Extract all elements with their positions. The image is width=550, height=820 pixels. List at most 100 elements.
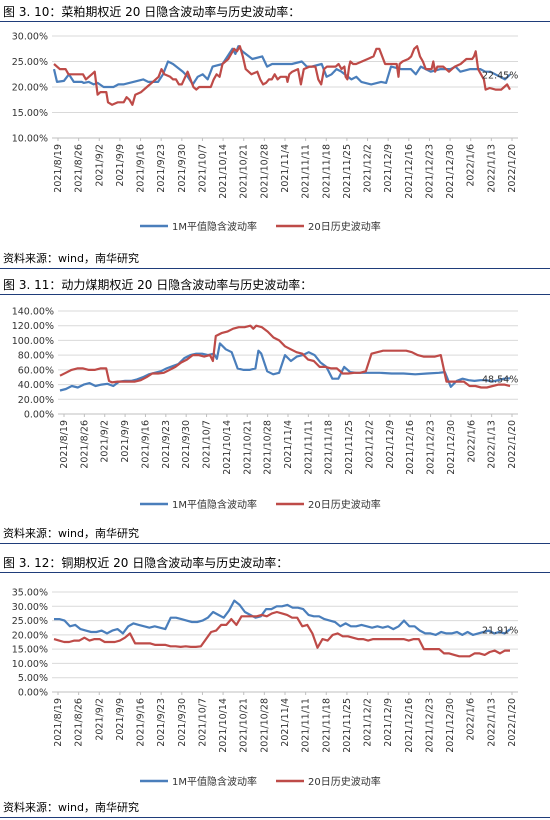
y-tick-label: 30.00% [12, 602, 48, 613]
x-tick-label: 2021/12/23 [424, 698, 435, 753]
x-tick-label: 2021/9/16 [136, 698, 147, 747]
x-tick-label: 2021/8/19 [53, 144, 64, 193]
x-tick-label: 2021/11/18 [324, 420, 335, 475]
series-implied-vol-line [54, 599, 511, 636]
x-tick-label: 2021/9/16 [140, 420, 151, 469]
x-tick-label: 2021/12/30 [445, 698, 456, 753]
x-tick-label: 2021/8/26 [79, 420, 90, 469]
x-tick-label: 2021/9/23 [161, 420, 172, 469]
y-tick-label: 30.00% [12, 32, 48, 43]
source-note-2: 资料来源：wind，南华研究 [0, 524, 550, 544]
source-note-1: 资料来源：wind，南华研究 [0, 249, 550, 269]
x-tick-label: 2021/11/11 [303, 420, 314, 475]
x-tick-label: 2021/9/23 [156, 144, 167, 193]
chart-2-thermal-coal-volatility: 0.00% 20.00% 40.00% 60.00% 80.00% 100.00% 120.… [12, 307, 519, 512]
x-tick-label: 2021/12/16 [404, 698, 415, 753]
x-tick-label: 2021/9/30 [177, 144, 188, 193]
x-tick-label: 2022/1/20 [507, 420, 518, 469]
y-tick-label: 15.00% [12, 645, 48, 656]
x-tick-label: 2021/8/19 [59, 420, 70, 469]
x-tick-label: 2021/10/28 [259, 698, 270, 753]
y-tick-label: 140.00% [12, 307, 54, 318]
y-tick-label: 35.00% [12, 588, 48, 599]
x-tick-label: 2021/12/9 [383, 144, 394, 193]
figure-title-2: 图 3. 11：动力煤期权近 20 日隐含波动率与历史波动率： [0, 275, 550, 295]
series-historical-vol-line [53, 45, 511, 106]
y-tick-label: 20.00% [12, 630, 48, 641]
x-tick-label: 2021/9/30 [177, 698, 188, 747]
x-tick-label: 2021/11/4 [280, 698, 291, 747]
legend-label-implied: 1M平值隐含波动率 [172, 775, 257, 788]
x-tick-label: 2021/9/23 [156, 698, 167, 747]
x-tick-label: 2021/12/2 [363, 144, 374, 193]
y-tick-label: 120.00% [12, 321, 54, 332]
x-tick-label: 2022/1/13 [486, 144, 497, 193]
y-tick-label: 40.00% [18, 380, 54, 391]
x-tick-label: 2021/8/26 [74, 144, 85, 193]
x-tick-label: 2021/12/16 [404, 144, 415, 199]
x-tick-label: 2021/9/2 [100, 420, 111, 463]
x-tick-label: 2022/1/13 [487, 420, 498, 469]
legend-label-historical: 20日历史波动率 [308, 498, 381, 511]
last-value-label: 48.54% [482, 374, 518, 385]
x-tick-label: 2021/8/26 [74, 698, 85, 747]
x-tick-label: 2022/1/6 [466, 144, 477, 187]
y-tick-label: 5.00% [18, 673, 48, 684]
legend-label-implied: 1M平值隐含波动率 [172, 498, 257, 511]
x-tick-label: 2021/12/2 [364, 420, 375, 469]
legend-label-historical: 20日历史波动率 [308, 775, 381, 788]
x-tick-label: 2022/1/20 [507, 698, 518, 747]
y-tick-label: 25.00% [12, 57, 48, 68]
x-tick-label: 2021/10/7 [197, 144, 208, 193]
figure-title-3: 图 3. 12：铜期权近 20 日隐含波动率与历史波动率： [0, 553, 550, 573]
x-tick-label: 2021/11/25 [342, 698, 353, 753]
y-tick-label: 10.00% [12, 134, 48, 145]
series-implied-vol-line [52, 45, 511, 89]
x-tick-label: 2021/10/14 [218, 698, 229, 753]
y-tick-label: 0.00% [18, 688, 48, 699]
x-tick-label: 2021/10/14 [222, 420, 233, 475]
x-tick-label: 2022/1/6 [466, 420, 477, 463]
x-tick-label: 2021/11/4 [280, 144, 291, 193]
x-tick-label: 2021/11/11 [301, 144, 312, 199]
chart-1-rapeseed-meal-volatility: 10.00% 15.00% 20.00% 25.00% 30.00% 2021/8/19 2… [12, 32, 518, 234]
x-tick-label: 2021/12/23 [424, 144, 435, 199]
x-tick-label: 2021/12/30 [445, 144, 456, 199]
y-tick-label: 15.00% [12, 108, 48, 119]
x-tick-label: 2021/10/28 [263, 420, 274, 475]
x-tick-label: 2021/10/21 [242, 420, 253, 475]
x-tick-label: 2021/9/30 [181, 420, 192, 469]
x-tick-label: 2021/11/4 [283, 420, 294, 469]
x-tick-label: 2021/12/9 [383, 698, 394, 747]
last-value-label: 21.91% [482, 625, 518, 636]
legend-label-historical: 20日历史波动率 [308, 220, 381, 233]
x-tick-label: 2021/12/2 [363, 698, 374, 747]
x-tick-label: 2021/10/21 [239, 698, 250, 753]
y-tick-label: 100.00% [12, 336, 54, 347]
x-tick-label: 2022/1/13 [486, 698, 497, 747]
x-tick-label: 2021/12/9 [385, 420, 396, 469]
x-tick-label: 2021/11/25 [342, 144, 353, 199]
x-tick-label: 2021/10/14 [218, 144, 229, 199]
y-tick-label: 25.00% [12, 616, 48, 627]
x-tick-label: 2021/12/23 [426, 420, 437, 475]
y-tick-label: 0.00% [24, 410, 54, 421]
x-tick-label: 2021/9/16 [136, 144, 147, 193]
x-tick-label: 2021/11/25 [344, 420, 355, 475]
x-tick-label: 2021/8/19 [53, 698, 64, 747]
x-tick-label: 2022/1/6 [466, 698, 477, 741]
x-tick-label: 2021/9/2 [94, 144, 105, 187]
x-tick-label: 2021/12/16 [405, 420, 416, 475]
x-tick-label: 2021/10/7 [197, 698, 208, 747]
x-tick-label: 2021/9/9 [115, 698, 126, 741]
y-tick-label: 60.00% [18, 365, 54, 376]
chart-3-copper-volatility: 0.00% 5.00% 10.00% 15.00% 20.00% 25.00% 30.00%… [12, 588, 518, 789]
x-tick-label: 2021/12/30 [446, 420, 457, 475]
series-historical-vol-line [53, 610, 510, 658]
y-tick-label: 20.00% [12, 83, 48, 94]
x-tick-label: 2021/10/7 [202, 420, 213, 469]
x-tick-label: 2021/9/9 [120, 420, 131, 463]
x-tick-label: 2021/10/28 [259, 144, 270, 199]
x-tick-label: 2021/10/21 [239, 144, 250, 199]
x-tick-label: 2021/11/11 [301, 698, 312, 753]
